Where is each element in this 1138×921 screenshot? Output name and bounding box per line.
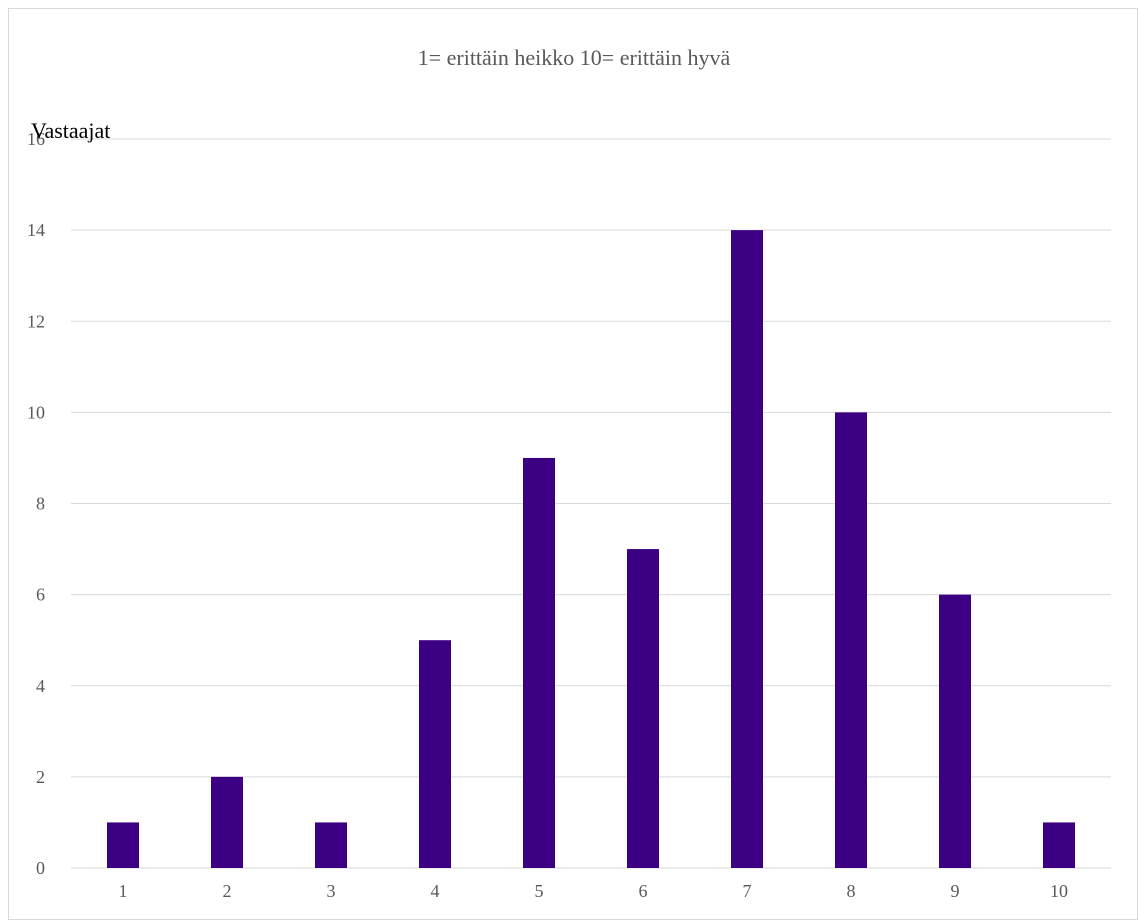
x-tick-label: 6: [639, 881, 648, 901]
bar: [523, 457, 555, 868]
y-tick-label: 12: [27, 311, 45, 331]
x-tick-label: 5: [535, 881, 544, 901]
bar: [835, 412, 867, 868]
x-tick-label: 1: [119, 881, 128, 901]
chart-frame: 1= erittäin heikko 10= erittäin hyvä 0 2 4…: [8, 8, 1138, 920]
x-tick-label: 8: [847, 881, 856, 901]
bar: [731, 230, 763, 868]
y-tick-label: 16: [27, 129, 45, 149]
x-tick-label: 2: [223, 881, 232, 901]
bar: [107, 822, 139, 868]
bar: [315, 822, 347, 868]
x-tick-label: 9: [951, 881, 960, 901]
y-tick-label: 14: [27, 220, 45, 240]
x-tick-label: 7: [743, 881, 752, 901]
y-axis-label: Vastaajat: [31, 118, 111, 143]
x-tick-label: 3: [327, 881, 336, 901]
y-tick-label: 6: [36, 585, 45, 605]
y-tick-label: 10: [27, 402, 45, 422]
bar: [627, 549, 659, 868]
bar: [939, 594, 971, 868]
bar: [419, 640, 451, 868]
bar: [211, 776, 243, 868]
x-tick-label: 4: [431, 881, 440, 901]
y-tick-label: 4: [36, 676, 45, 696]
bar: [1043, 822, 1075, 868]
y-tick-label: 8: [36, 494, 45, 514]
x-tick-label: 10: [1050, 881, 1068, 901]
chart-title: 1= erittäin heikko 10= erittäin hyvä: [417, 45, 731, 70]
y-tick-label: 2: [36, 767, 45, 787]
y-tick-label: 0: [36, 858, 45, 878]
